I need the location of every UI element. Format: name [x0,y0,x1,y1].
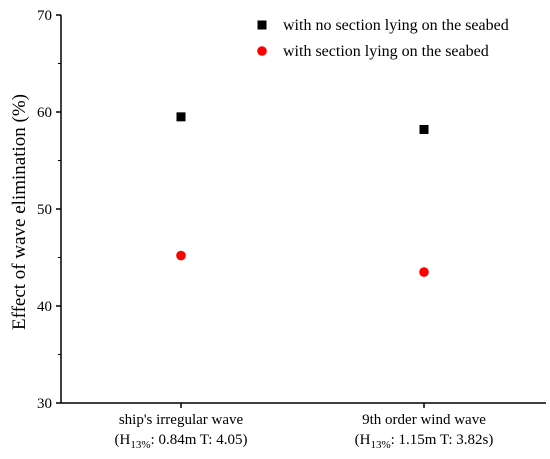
data-point-series2 [176,250,186,261]
x-tick-label: ship's irregular wave [119,412,244,428]
legend-marker [257,46,267,56]
x-tick-sublabel: (H13%: 1.15m T: 3.82s) [355,432,494,451]
x-tick-sublabel: (H13%: 0.84m T: 4.05) [115,432,248,451]
x-tick-label: 9th order wind wave [362,412,486,428]
y-tick-label: 50 [37,202,52,218]
data-point-series2 [419,267,429,277]
y-ticks: 30 40 50 60 70 [37,8,61,412]
legend: with no section lying on the seabed with … [257,17,509,60]
legend-marker [257,20,267,30]
axes [60,15,546,404]
y-tick-label: 40 [37,299,52,315]
data-points [176,112,429,277]
legend-label: with section lying on the seabed [283,43,489,60]
y-tick-label: 60 [37,105,52,121]
y-tick-label: 30 [37,396,52,412]
legend-label: with no section lying on the seabed [283,17,509,34]
x-ticks: ship's irregular wave (H13%: 0.84m T: 4.0… [115,403,494,451]
y-tick-label: 70 [37,8,52,24]
data-point-series1 [419,124,429,134]
data-point-series1 [176,112,186,122]
y-axis-title: Effect of wave elimination (%) [9,94,30,330]
